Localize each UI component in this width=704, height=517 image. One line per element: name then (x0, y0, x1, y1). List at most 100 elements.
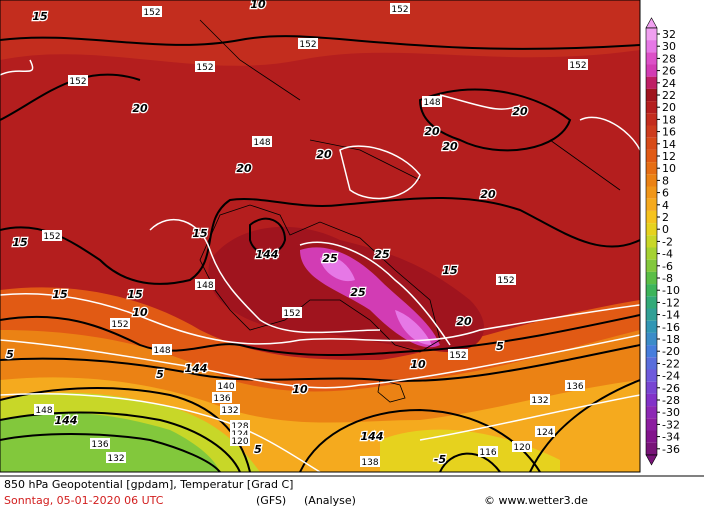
credit: © www.wetter3.de (484, 494, 588, 507)
colorbar-swatch (646, 332, 657, 346)
colorbar-swatch (646, 174, 657, 187)
geopotential-label-box (422, 96, 442, 107)
colorbar-top (645, 17, 658, 29)
geopotential-label: 136 (91, 440, 108, 450)
geopotential-label: 128 (231, 422, 248, 432)
geopotential-label-box (90, 438, 110, 449)
geopotential-label-box (68, 75, 88, 86)
colorbar-swatch (646, 345, 657, 358)
colorbar-swatch (646, 162, 657, 175)
colorbar-swatch (646, 40, 657, 53)
geopotential-label-box (230, 420, 250, 431)
temperature-label: 15 (192, 227, 208, 240)
geopotential-label: 152 (43, 232, 60, 242)
temperature-label: 5 (496, 340, 504, 353)
colorbar-swatch (646, 52, 657, 65)
colorbar-swatch (646, 381, 657, 394)
geopotential-label: 120 (231, 437, 248, 447)
colorbar-label: -24 (662, 370, 680, 383)
colorbar-swatch (646, 64, 657, 77)
model: (GFS) (256, 494, 286, 507)
temperature-label: 5 (6, 348, 14, 361)
colorbar-label: 0 (662, 223, 669, 236)
colorbar-swatch (646, 101, 657, 114)
caption: 850 hPa Geopotential [gpdam], Temperatur… (4, 478, 293, 491)
colorbar-label: 4 (662, 199, 669, 212)
colorbar-label: 32 (662, 28, 676, 41)
heavy-geopotential-label: 144 (185, 362, 208, 375)
colorbar-swatch (646, 308, 657, 321)
geopotential-label: 152 (569, 61, 586, 71)
temperature-label: 20 (480, 188, 496, 201)
colorbar-label: -12 (662, 296, 680, 309)
geopotential-label: 148 (423, 98, 440, 108)
colorbar-label: 2 (662, 211, 669, 224)
temperature-label: 15 (12, 236, 28, 249)
colorbar-swatch (646, 320, 657, 333)
geopotential-label: 132 (531, 396, 548, 406)
colorbar-label: 22 (662, 89, 676, 102)
temperature-label: 10 (132, 306, 148, 319)
temperature-label: 20 (456, 315, 472, 328)
heavy-geopotential-label: 144 (256, 248, 279, 261)
colorbar-swatch (646, 296, 657, 309)
colorbar-label: 6 (662, 187, 669, 200)
temperature-label: 15 (127, 288, 143, 301)
geopotential-label: 132 (107, 454, 124, 464)
colorbar-label: -28 (662, 394, 680, 407)
colorbar-swatch (646, 259, 657, 272)
colorbar-label: -32 (662, 418, 680, 431)
colorbar-swatch (646, 76, 657, 89)
geopotential-label-box (390, 3, 410, 14)
temperature-label: 25 (350, 286, 366, 299)
colorbar-label: -6 (662, 260, 673, 273)
temperature-label: 15 (442, 264, 458, 277)
geopotential-label: 152 (449, 351, 466, 361)
geopotential-label-box (512, 441, 532, 452)
geopotential-label-box (530, 394, 550, 405)
temperature-label: 20 (236, 162, 252, 175)
temperature-label: 25 (322, 252, 338, 265)
geopotential-label-box (448, 349, 468, 360)
geopotential-label: 124 (536, 428, 553, 438)
geopotential-label: 120 (513, 443, 530, 453)
temperature-label: 20 (424, 125, 440, 138)
run: (Analyse) (304, 494, 356, 507)
colorbar-label: 30 (662, 40, 676, 53)
temperature-label: 10 (410, 358, 426, 371)
colorbar-label: -22 (662, 357, 680, 370)
colorbar-frame (645, 27, 658, 456)
geopotential-label-box (230, 435, 250, 446)
geopotential-label-box (230, 428, 250, 439)
geopotential-label-box (195, 279, 215, 290)
colorbar-label: 16 (662, 126, 676, 139)
colorbar-label: 24 (662, 77, 676, 90)
geopotential-label-box (106, 452, 126, 463)
geopotential-label: 152 (497, 276, 514, 286)
colorbar-label: 26 (662, 65, 676, 78)
geopotential-label-box (298, 38, 318, 49)
geopotential-label: 152 (283, 309, 300, 319)
colorbar-label: -4 (662, 248, 673, 261)
colorbar-label: -14 (662, 309, 680, 322)
temperature-label: -5 (434, 453, 447, 466)
geopotential-label-box (565, 380, 585, 391)
geopotential-label: 116 (479, 448, 496, 458)
geopotential-label-box (42, 230, 62, 241)
geopotential-label: 152 (69, 77, 86, 87)
geopotential-label-box (195, 61, 215, 72)
geopotential-label-box (568, 59, 588, 70)
geopotential-label: 152 (196, 63, 213, 73)
geopotential-label-box (152, 344, 172, 355)
date: Sonntag, 05-01-2020 06 UTC (4, 494, 164, 507)
colorbar-swatch (646, 284, 657, 297)
colorbar-swatch (646, 137, 657, 150)
geopotential-label-box (252, 136, 272, 147)
colorbar-label: 10 (662, 162, 676, 175)
geopotential-label: 152 (299, 40, 316, 50)
colorbar-label: 20 (662, 101, 676, 114)
geopotential-label-box (535, 426, 555, 437)
colorbar: 32302826242220181614121086420-2-4-6-8-10… (645, 17, 680, 466)
